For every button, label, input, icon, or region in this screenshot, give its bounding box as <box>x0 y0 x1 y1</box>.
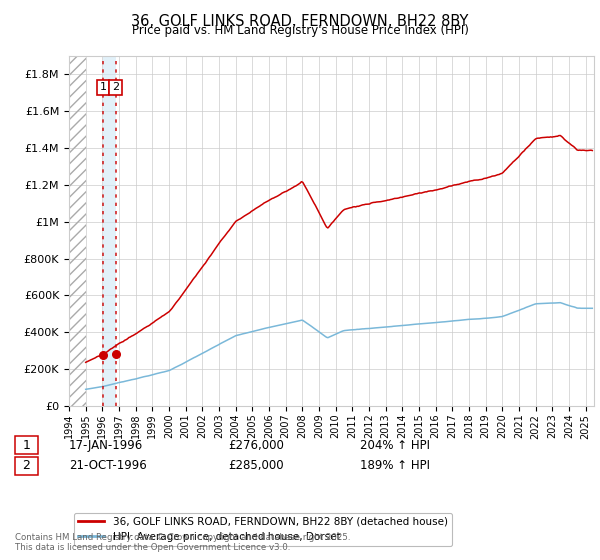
Text: 189% ↑ HPI: 189% ↑ HPI <box>360 459 430 473</box>
Text: 2: 2 <box>112 82 119 92</box>
Text: £276,000: £276,000 <box>228 438 284 452</box>
Text: Contains HM Land Registry data © Crown copyright and database right 2025.: Contains HM Land Registry data © Crown c… <box>15 533 350 542</box>
Text: 204% ↑ HPI: 204% ↑ HPI <box>360 438 430 452</box>
Bar <box>103 56 116 406</box>
Text: 1: 1 <box>22 438 31 452</box>
Text: This data is licensed under the Open Government Licence v3.0.: This data is licensed under the Open Gov… <box>15 543 290 552</box>
Text: Price paid vs. HM Land Registry's House Price Index (HPI): Price paid vs. HM Land Registry's House … <box>131 24 469 37</box>
Text: 2: 2 <box>22 459 31 473</box>
Bar <box>69 56 86 406</box>
Text: 17-JAN-1996: 17-JAN-1996 <box>69 438 143 452</box>
Text: 21-OCT-1996: 21-OCT-1996 <box>69 459 147 473</box>
Text: £285,000: £285,000 <box>228 459 284 473</box>
Text: 1: 1 <box>100 82 107 92</box>
Legend: 36, GOLF LINKS ROAD, FERNDOWN, BH22 8BY (detached house), HPI: Average price, de: 36, GOLF LINKS ROAD, FERNDOWN, BH22 8BY … <box>74 512 452 546</box>
Text: 36, GOLF LINKS ROAD, FERNDOWN, BH22 8BY: 36, GOLF LINKS ROAD, FERNDOWN, BH22 8BY <box>131 14 469 29</box>
